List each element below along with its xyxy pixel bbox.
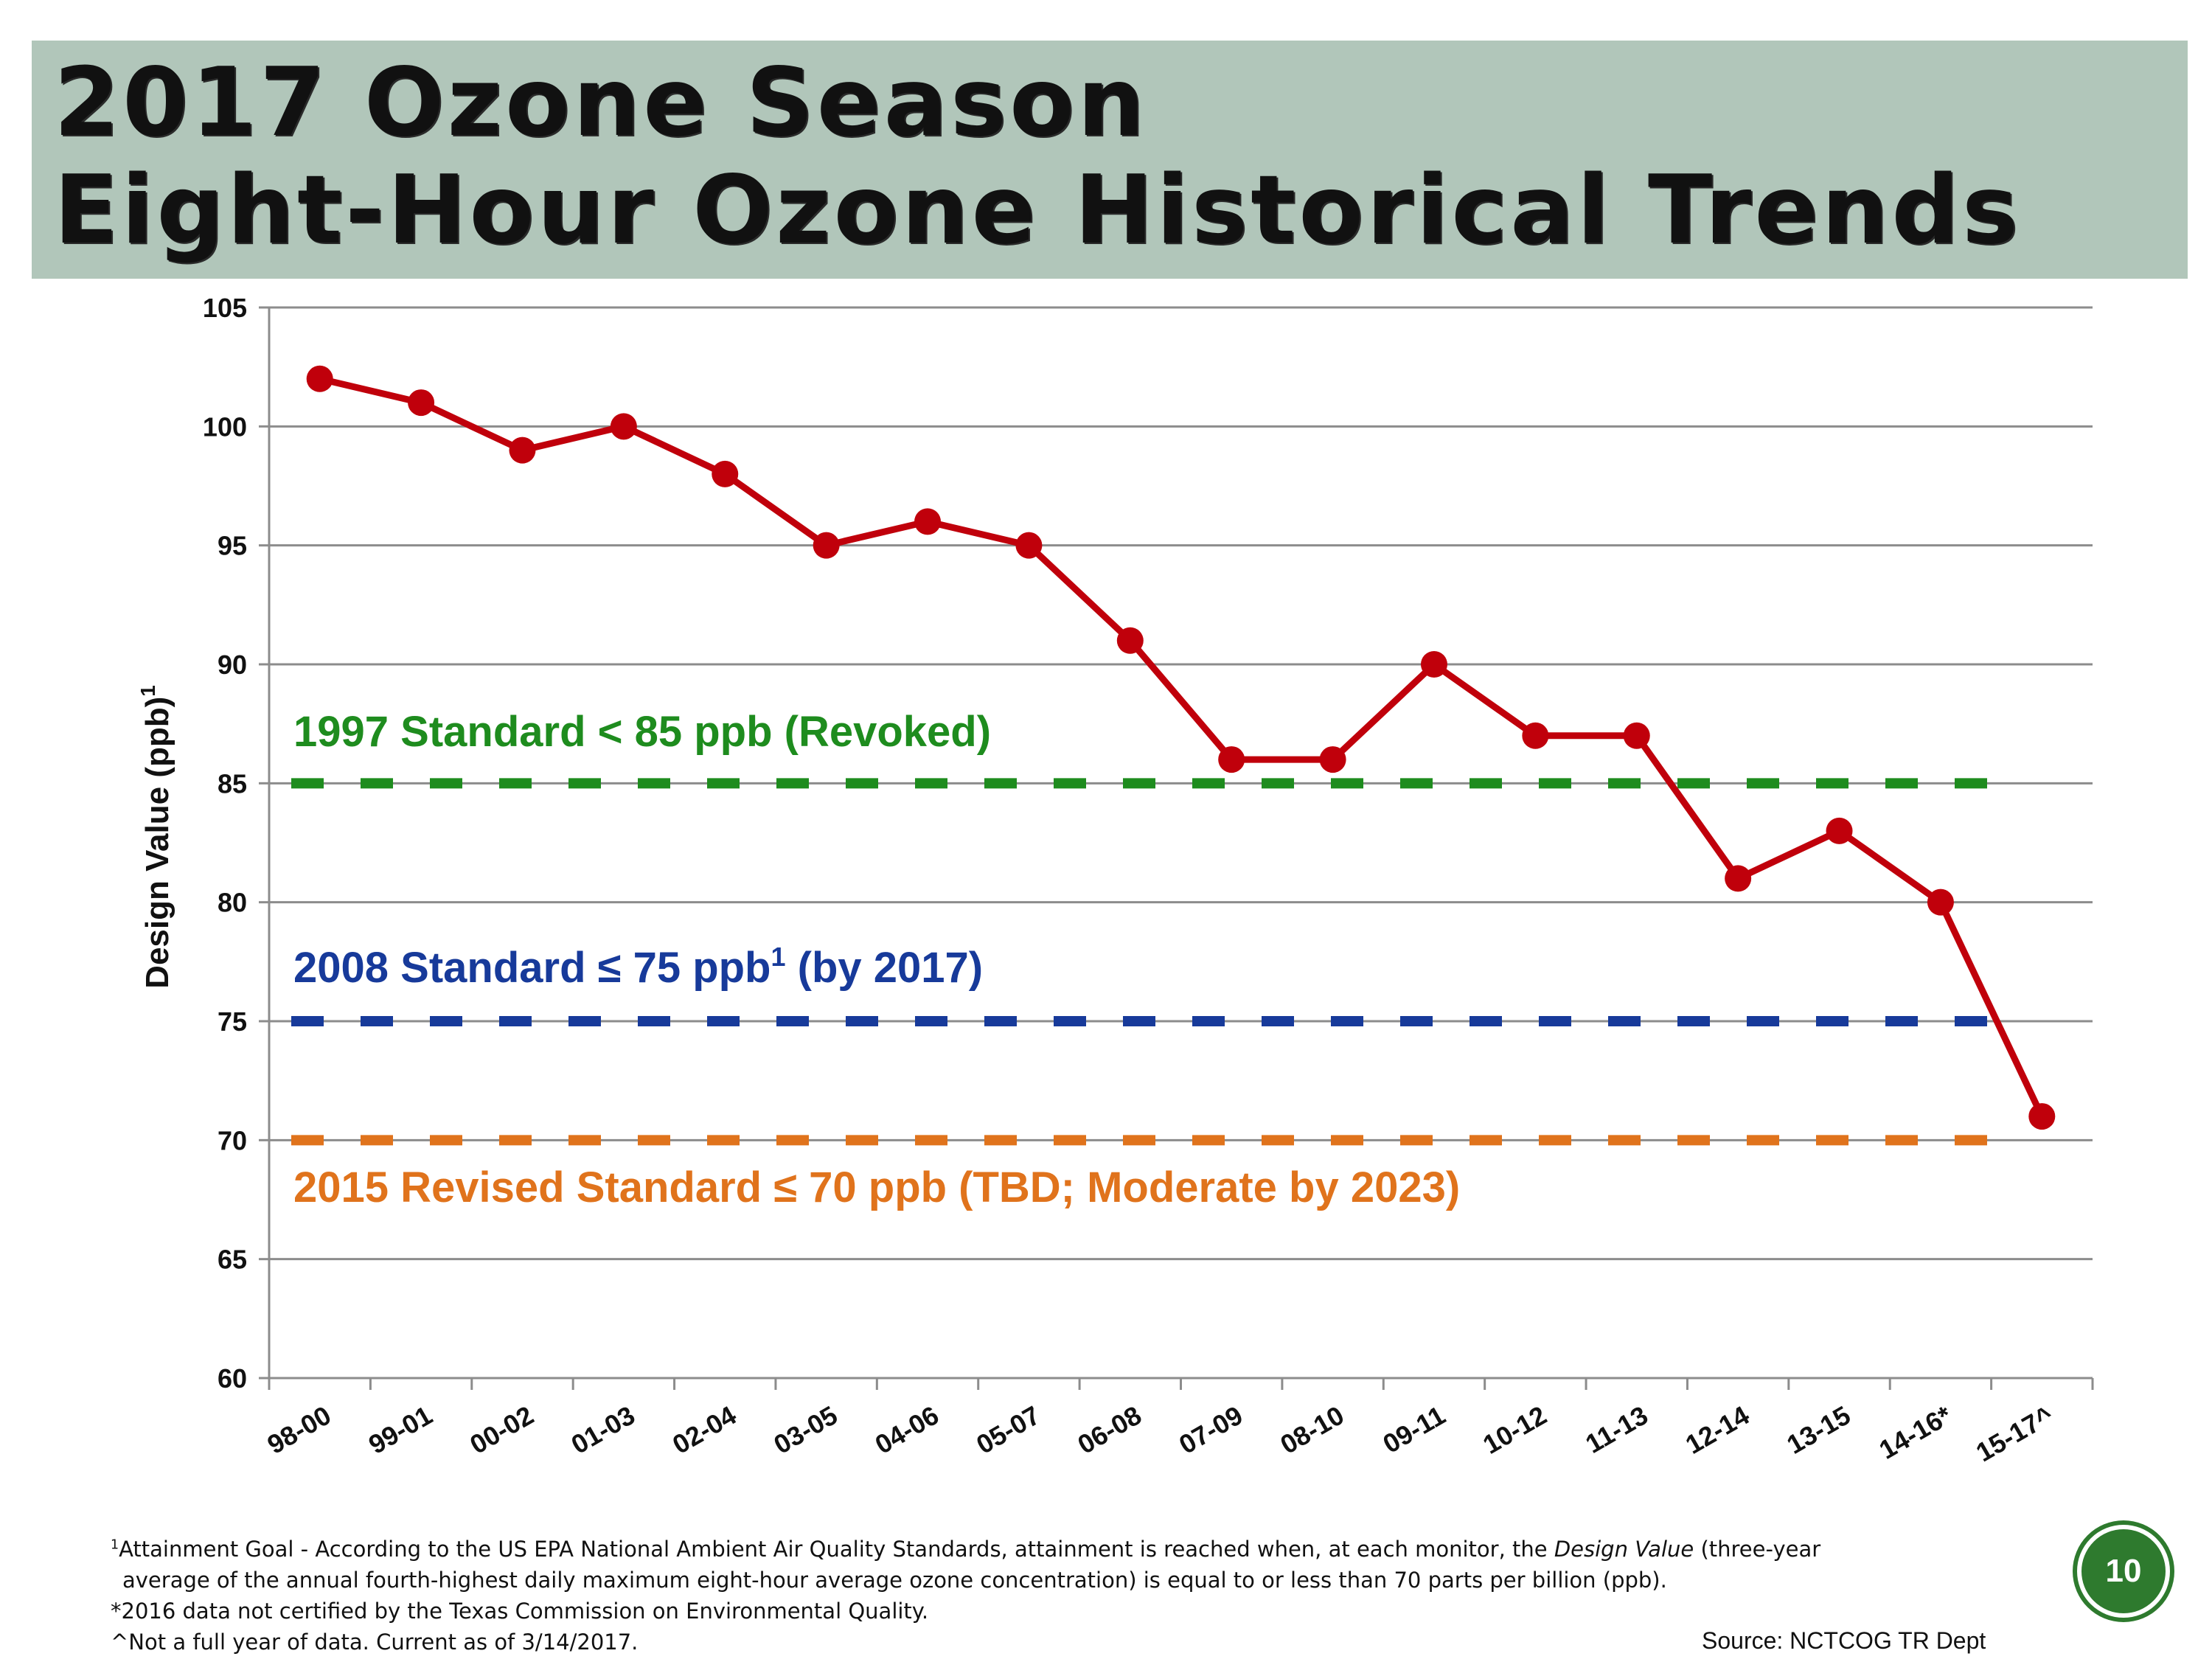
x-tick-label: 15-17^ xyxy=(1971,1399,2058,1467)
data-point xyxy=(306,365,333,392)
data-point xyxy=(914,508,942,535)
x-tick-label: 09-11 xyxy=(1377,1399,1450,1459)
y-tick-label: 100 xyxy=(203,411,247,442)
footnotes: 1Attainment Goal - According to the US E… xyxy=(111,1534,2101,1658)
y-tick-label: 60 xyxy=(218,1363,247,1394)
reference-label-75: 2008 Standard ≤ 75 ppb1 (by 2017) xyxy=(293,942,983,992)
footnote-1-continued: average of the annual fourth-highest dai… xyxy=(122,1568,1667,1593)
x-tick-label: 12-14 xyxy=(1680,1399,1754,1460)
data-point xyxy=(1725,865,1752,892)
x-tick-label: 05-07 xyxy=(971,1399,1045,1460)
reference-label-70: 2015 Revised Standard ≤ 70 ppb (TBD; Mod… xyxy=(293,1164,1460,1211)
source-credit: Source: NCTCOG TR Dept xyxy=(1702,1627,1986,1654)
x-tick-label: 07-09 xyxy=(1174,1399,1248,1460)
x-tick-label: 01-03 xyxy=(566,1399,640,1460)
data-point xyxy=(712,460,739,487)
footnote-1: 1Attainment Goal - According to the US E… xyxy=(111,1537,1821,1562)
data-point xyxy=(1218,746,1245,773)
x-tick-label: 03-05 xyxy=(768,1399,842,1460)
x-axis-ticks: 98-00 99-01 00-02 01-03 02-04 03-05 04-06 05-07… xyxy=(262,1378,2094,1467)
title-line-1: 2017 Ozone Season xyxy=(54,48,1148,158)
data-point xyxy=(408,389,435,417)
series-line xyxy=(319,375,2045,1119)
x-tick-label: 02-04 xyxy=(667,1399,741,1460)
x-tick-label: 04-06 xyxy=(870,1399,944,1460)
footnote-3: ^Not a full year of data. Current as of … xyxy=(111,1630,639,1655)
page-number-badge: 10 xyxy=(2077,1525,2170,1618)
data-point xyxy=(1927,888,1954,916)
data-point xyxy=(509,437,536,464)
data-point xyxy=(1420,651,1447,678)
x-tick-label: 14-16* xyxy=(1874,1399,1957,1465)
data-point xyxy=(1015,532,1043,559)
data-point xyxy=(1522,722,1549,749)
data-point xyxy=(610,413,637,440)
reference-label-85: 1997 Standard < 85 ppb (Revoked) xyxy=(293,708,991,756)
y-tick-label: 85 xyxy=(218,768,247,799)
data-point xyxy=(1319,746,1346,773)
reference-labels: 1997 Standard < 85 ppb (Revoked) 2008 Sta… xyxy=(293,708,1460,1211)
y-tick-label: 80 xyxy=(218,888,247,918)
x-tick-label: 00-02 xyxy=(465,1399,538,1460)
footnote-2: *2016 data not certified by the Texas Co… xyxy=(111,1599,929,1624)
y-axis-ticks: 60 65 70 75 80 85 90 95 100 105 xyxy=(203,293,269,1394)
x-tick-label: 06-08 xyxy=(1073,1399,1147,1460)
y-tick-label: 105 xyxy=(203,293,247,323)
title-banner: 2017 Ozone Season Eight-Hour Ozone Histo… xyxy=(32,41,2188,279)
y-tick-label: 95 xyxy=(218,531,247,561)
data-point xyxy=(813,532,840,559)
data-point xyxy=(1116,627,1144,654)
data-point xyxy=(2028,1103,2056,1130)
x-tick-label: 99-01 xyxy=(364,1399,437,1460)
x-tick-label: 13-15 xyxy=(1781,1399,1855,1460)
line-chart: 60 65 70 75 80 85 90 95 100 105 98-00 99-01 00-02 01… xyxy=(136,293,2094,1467)
y-tick-label: 65 xyxy=(218,1245,247,1275)
series xyxy=(306,365,2056,1130)
y-axis-label: Design Value (ppb)1 xyxy=(136,685,175,989)
y-tick-label: 70 xyxy=(218,1125,247,1155)
x-tick-label: 08-10 xyxy=(1275,1399,1349,1460)
y-tick-label: 75 xyxy=(218,1006,247,1037)
y-tick-label: 90 xyxy=(218,650,247,680)
title-line-2: Eight-Hour Ozone Historical Trends xyxy=(54,156,2022,265)
data-point xyxy=(1826,817,1853,844)
x-tick-label: 11-13 xyxy=(1580,1399,1653,1459)
x-tick-label: 10-12 xyxy=(1478,1399,1551,1460)
reference-lines xyxy=(291,778,1992,1146)
x-tick-label: 98-00 xyxy=(262,1399,335,1460)
data-point xyxy=(1623,722,1650,749)
